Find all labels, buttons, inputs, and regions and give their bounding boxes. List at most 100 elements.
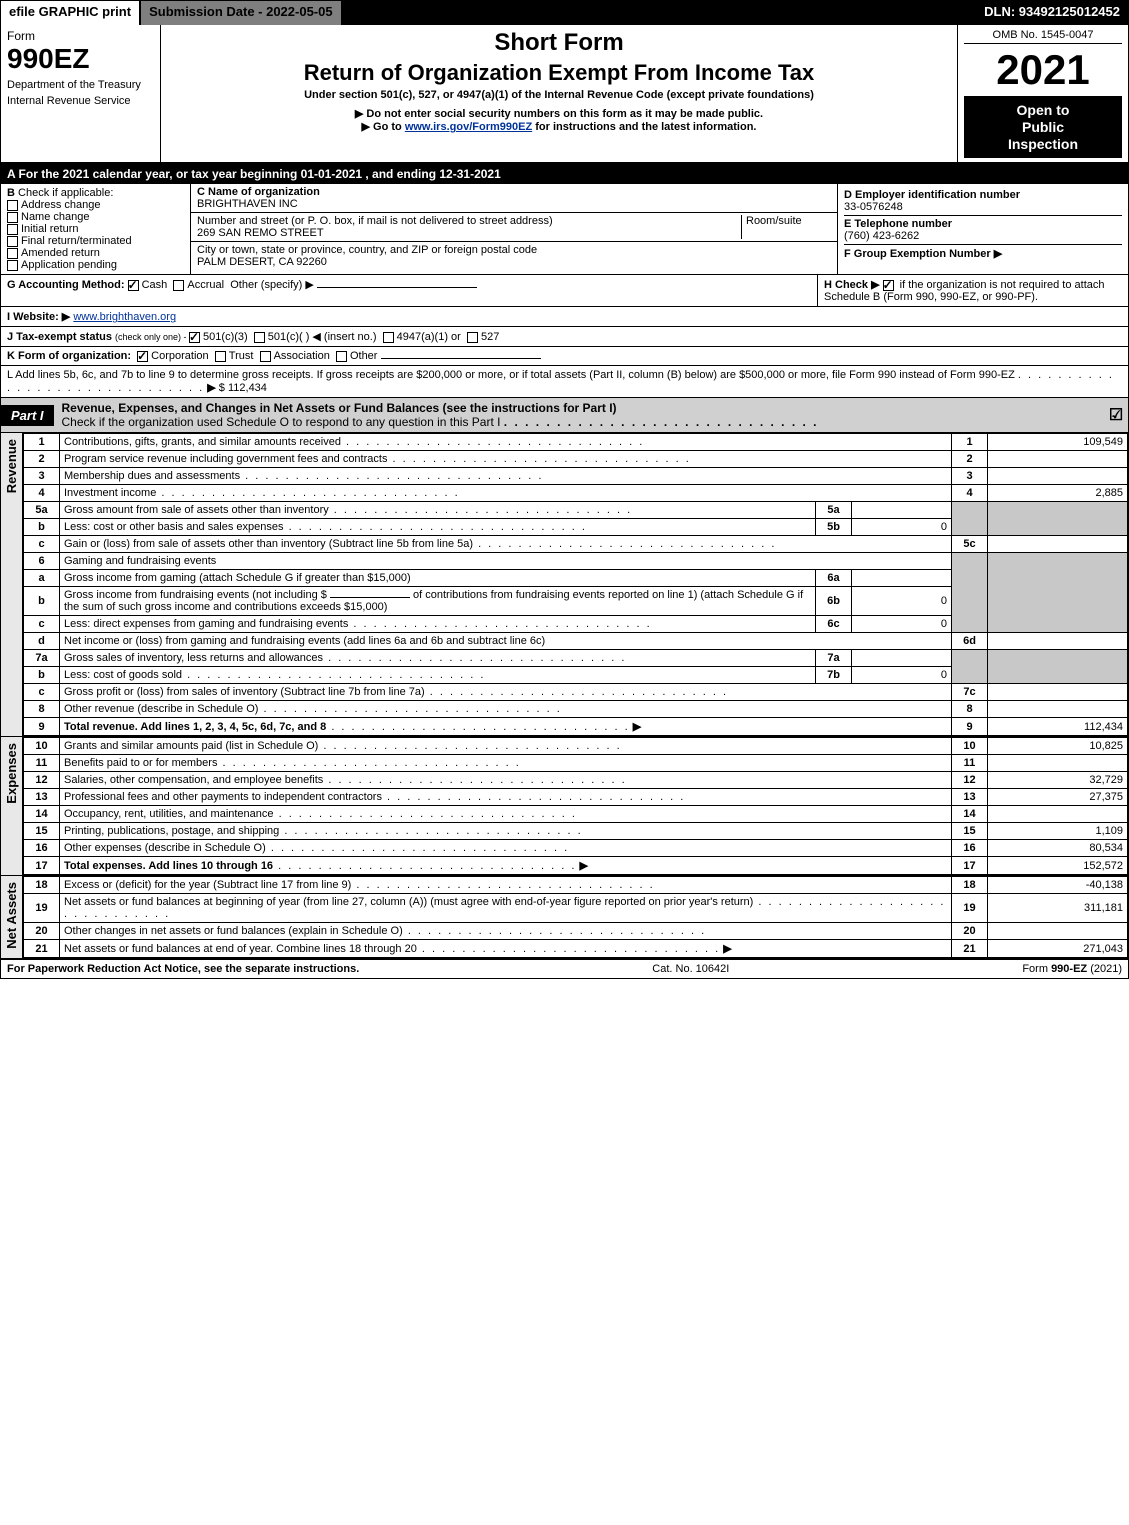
chk-4947[interactable] (383, 332, 394, 343)
num-18: 18 (952, 877, 988, 894)
chk-501c3[interactable] (189, 332, 200, 343)
contrib-amount-input[interactable] (330, 597, 410, 598)
d-label: D Employer identification number (844, 189, 1020, 201)
goto-pre: ▶ Go to (362, 121, 405, 133)
opt-other-specify: Other (specify) ▶ (230, 279, 314, 291)
desc-15: Printing, publications, postage, and shi… (64, 825, 279, 837)
desc-16: Other expenses (describe in Schedule O) (64, 842, 266, 854)
desc-17: Total expenses. Add lines 10 through 16 (64, 860, 273, 872)
ln-5b: b (24, 519, 60, 536)
desc-6c: Less: direct expenses from gaming and fu… (64, 618, 348, 630)
irs-link[interactable]: www.irs.gov/Form990EZ (405, 121, 532, 133)
form-number: 990EZ (7, 43, 154, 75)
chk-trust[interactable] (215, 351, 226, 362)
desc-20: Other changes in net assets or fund bala… (64, 925, 403, 937)
tax-year: 2021 (964, 46, 1122, 94)
table-row: 2 Program service revenue including gove… (24, 451, 1128, 468)
chk-final-return[interactable] (7, 236, 18, 247)
chk-501c[interactable] (254, 332, 265, 343)
e-label: E Telephone number (844, 218, 952, 230)
ln-20: 20 (24, 923, 60, 940)
ln-3: 3 (24, 468, 60, 485)
desc-6b-pre: Gross income from fundraising events (no… (64, 589, 327, 601)
dots-icon (382, 791, 685, 803)
chk-527[interactable] (467, 332, 478, 343)
section-a: A For the 2021 calendar year, or tax yea… (1, 164, 1128, 184)
desc-13: Professional fees and other payments to … (64, 791, 382, 803)
ln-2: 2 (24, 451, 60, 468)
footer-right: Form 990-EZ (2021) (1022, 963, 1122, 975)
dots-icon (326, 721, 629, 733)
val-7c (988, 684, 1128, 701)
section-g-h: G Accounting Method: Cash Accrual Other … (1, 275, 1128, 307)
opt-501c: 501(c)( ) ◀ (insert no.) (268, 331, 377, 343)
chk-initial-return[interactable] (7, 224, 18, 235)
val-14 (988, 806, 1128, 823)
other-specify-input[interactable] (317, 287, 477, 288)
shade-5 (952, 502, 988, 536)
chk-address-change[interactable] (7, 200, 18, 211)
num-13: 13 (952, 789, 988, 806)
arrow-9-icon: ▶ (633, 721, 641, 733)
table-row: 11Benefits paid to or for members11 (24, 755, 1128, 772)
room-suite-label: Room/suite (746, 215, 802, 227)
ln-6d: d (24, 633, 60, 650)
desc-6: Gaming and fundraising events (60, 553, 952, 570)
part1-dots (504, 415, 819, 429)
chk-h[interactable] (883, 280, 894, 291)
desc-2: Program service revenue including govern… (64, 453, 387, 465)
dots-icon (341, 436, 644, 448)
table-row: 3 Membership dues and assessments 3 (24, 468, 1128, 485)
chk-name-change[interactable] (7, 212, 18, 223)
section-l: L Add lines 5b, 6c, and 7b to line 9 to … (1, 366, 1128, 398)
chk-cash[interactable] (128, 280, 139, 291)
chk-other-org[interactable] (336, 351, 347, 362)
chk-application-pending[interactable] (7, 260, 18, 271)
bullet-no-ssn: ▶ Do not enter social security numbers o… (167, 107, 951, 120)
opt-other-org: Other (350, 350, 378, 362)
opt-trust: Trust (229, 350, 254, 362)
num-19: 19 (952, 894, 988, 923)
footer-right-pre: Form (1022, 963, 1051, 975)
table-row: c Gain or (loss) from sale of assets oth… (24, 536, 1128, 553)
other-org-input[interactable] (381, 358, 541, 359)
subval-6a (852, 570, 952, 587)
expenses-section: Expenses 10Grants and similar amounts pa… (1, 737, 1128, 876)
side-netassets: Net Assets (1, 876, 23, 958)
section-k: K Form of organization: Corporation Trus… (1, 347, 1128, 366)
table-row: 4 Investment income 4 2,885 (24, 485, 1128, 502)
ln-14: 14 (24, 806, 60, 823)
omb-number: OMB No. 1545-0047 (964, 29, 1122, 44)
return-title: Return of Organization Exempt From Incom… (167, 60, 951, 86)
open-line3: Inspection (1008, 136, 1078, 152)
subval-5b: 0 (852, 519, 952, 536)
efile-print[interactable]: efile GRAPHIC print (1, 1, 141, 25)
desc-5b: Less: cost or other basis and sales expe… (64, 521, 284, 533)
table-row: 19Net assets or fund balances at beginni… (24, 894, 1128, 923)
chk-association[interactable] (260, 351, 271, 362)
desc-6a: Gross income from gaming (attach Schedul… (60, 570, 816, 587)
chk-corporation[interactable] (137, 351, 148, 362)
l-arrow-icon: ▶ (207, 382, 215, 394)
val-12: 32,729 (988, 772, 1128, 789)
chk-accrual[interactable] (173, 280, 184, 291)
table-row: 12Salaries, other compensation, and empl… (24, 772, 1128, 789)
opt-527: 527 (481, 331, 499, 343)
table-row: 14Occupancy, rent, utilities, and mainte… (24, 806, 1128, 823)
check-if-applicable: Check if applicable: (18, 187, 113, 199)
ln-1: 1 (24, 434, 60, 451)
ln-19: 19 (24, 894, 60, 923)
desc-3: Membership dues and assessments (64, 470, 240, 482)
open-to-public: Open to Public Inspection (964, 96, 1122, 158)
side-netassets-label: Net Assets (4, 876, 19, 955)
chk-amended-return[interactable] (7, 248, 18, 259)
desc-18: Excess or (deficit) for the year (Subtra… (64, 879, 351, 891)
part1-title: Revenue, Expenses, and Changes in Net As… (62, 401, 617, 415)
section-h: H Check ▶ if the organization is not req… (818, 275, 1128, 306)
website-link[interactable]: www.brighthaven.org (73, 311, 176, 323)
val-16: 80,534 (988, 840, 1128, 857)
street-label: Number and street (or P. O. box, if mail… (197, 215, 553, 227)
form-word: Form (7, 29, 154, 43)
table-row: 7a Gross sales of inventory, less return… (24, 650, 1128, 667)
part1-header: Part I Revenue, Expenses, and Changes in… (1, 398, 1128, 433)
